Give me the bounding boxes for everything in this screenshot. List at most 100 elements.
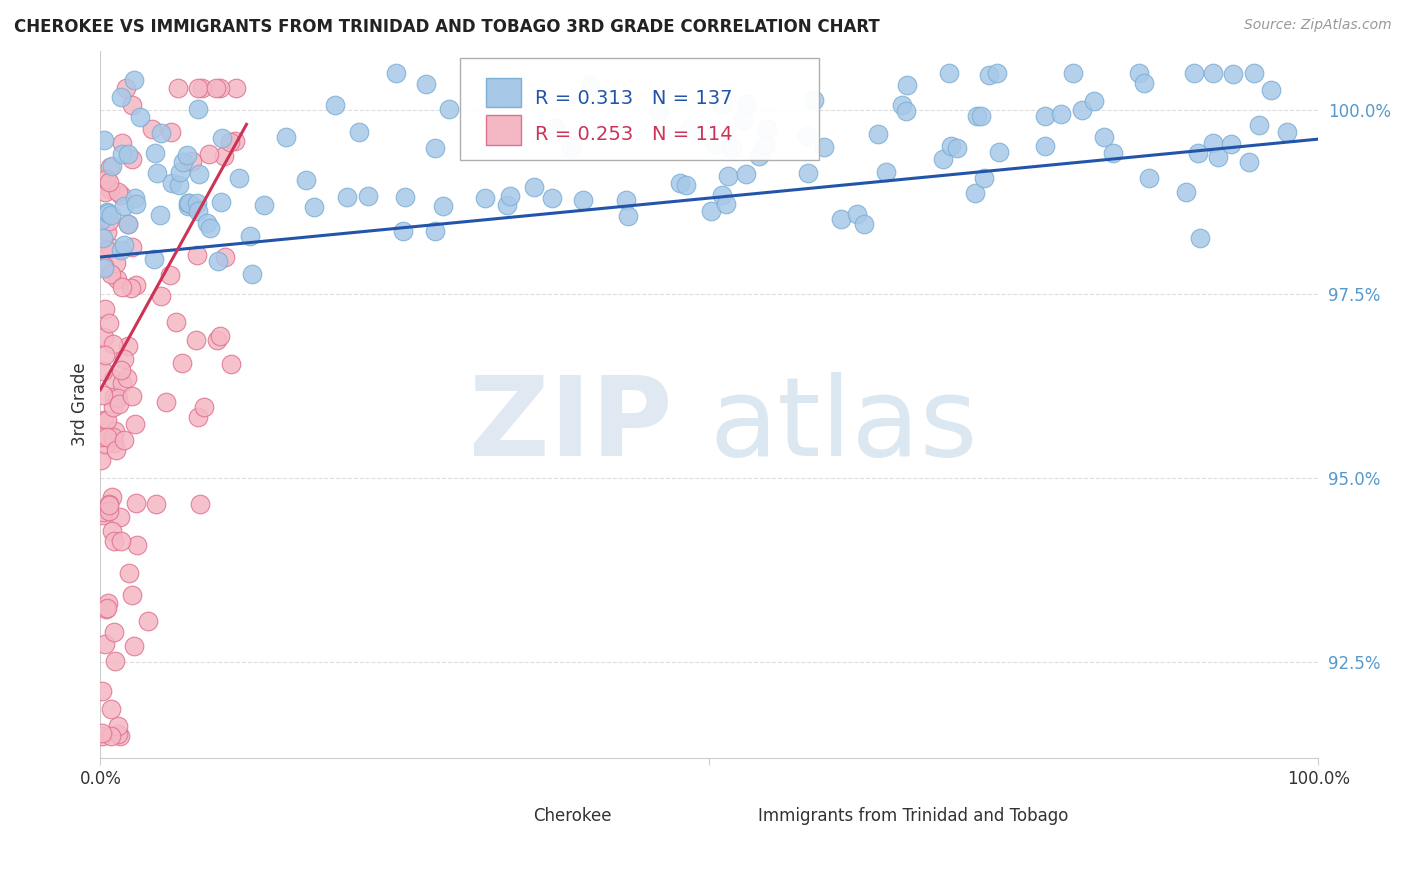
Point (187, 410, 209, 425)
Point (166, 80, 188, 95)
Point (141, 122, 163, 136)
Point (415, 77, 437, 91)
Point (845, 206, 868, 220)
Point (704, 136, 727, 151)
Point (200, 220, 222, 235)
Point (711, 96, 734, 111)
Point (560, 141, 582, 155)
Point (896, 78, 918, 92)
Point (347, 125, 370, 139)
Point (98, 213, 121, 227)
Point (111, 147, 134, 161)
Point (425, 141, 447, 155)
Point (186, 196, 208, 211)
Point (648, 103, 671, 118)
Point (125, 538, 148, 552)
Point (112, 433, 135, 447)
Point (100, 208, 122, 222)
Point (90, 684, 112, 698)
Point (830, 211, 852, 226)
Point (160, 177, 183, 191)
Point (616, 193, 638, 207)
Point (100, 729, 122, 743)
Point (177, 195, 200, 210)
Point (121, 389, 143, 403)
Point (253, 198, 276, 212)
Point (710, 188, 733, 202)
Point (103, 436, 125, 450)
Point (103, 654, 125, 668)
Point (973, 170, 995, 185)
Point (803, 93, 825, 107)
Point (104, 442, 127, 457)
Point (1206, 150, 1229, 164)
Point (112, 199, 135, 213)
Point (98, 503, 121, 517)
Point (941, 139, 963, 153)
Point (117, 217, 139, 231)
Point (93, 259, 115, 273)
Point (91, 729, 114, 743)
Point (240, 268, 263, 282)
Point (177, 199, 200, 213)
Point (1202, 66, 1225, 80)
Point (105, 272, 128, 286)
Point (179, 196, 201, 211)
Point (125, 496, 148, 510)
Point (96, 430, 118, 444)
Text: Source: ZipAtlas.com: Source: ZipAtlas.com (1244, 18, 1392, 32)
Point (129, 110, 152, 124)
Point (110, 533, 132, 548)
Point (186, 248, 208, 262)
Point (159, 268, 181, 283)
Y-axis label: 3rd Grade: 3rd Grade (72, 363, 89, 446)
Point (90, 213, 112, 227)
Point (1033, 139, 1056, 153)
Point (98, 161, 121, 175)
Point (121, 240, 143, 254)
Point (101, 372, 124, 386)
Point (988, 145, 1011, 160)
Point (336, 189, 359, 203)
Point (748, 149, 770, 163)
Point (169, 165, 191, 179)
Point (117, 218, 139, 232)
Point (103, 533, 125, 548)
Point (107, 719, 129, 733)
Point (224, 134, 246, 148)
Point (932, 152, 955, 166)
Point (97, 596, 120, 610)
Point (498, 189, 520, 203)
Point (187, 80, 209, 95)
Point (1260, 83, 1282, 97)
Point (1133, 76, 1156, 90)
Point (93, 301, 115, 316)
Point (97, 206, 120, 220)
Point (107, 727, 129, 741)
Point (122, 640, 145, 654)
Point (111, 279, 134, 293)
Text: ZIP: ZIP (470, 372, 673, 479)
Point (94, 185, 117, 199)
Point (211, 131, 233, 145)
Point (423, 224, 446, 238)
Point (98, 316, 121, 330)
Point (112, 238, 135, 252)
Point (96, 205, 118, 219)
Point (160, 125, 183, 139)
Point (96, 225, 118, 239)
Point (94, 171, 117, 186)
Point (124, 197, 146, 211)
Point (94, 348, 117, 362)
Point (432, 198, 454, 212)
Point (197, 146, 219, 161)
Point (97, 498, 120, 512)
Point (1243, 66, 1265, 80)
Point (1187, 145, 1209, 160)
Point (384, 66, 406, 80)
Point (101, 159, 124, 173)
Point (209, 194, 232, 209)
Point (209, 80, 232, 95)
Point (274, 129, 297, 144)
Point (108, 397, 131, 411)
